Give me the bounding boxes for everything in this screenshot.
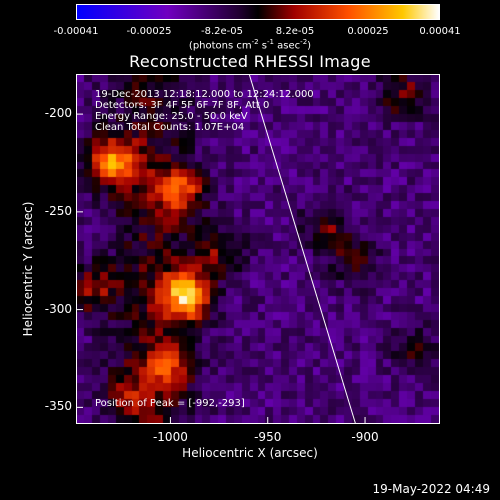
plot-overlay bbox=[77, 75, 366, 423]
colorbar-tick-label: 0.00041 bbox=[419, 26, 461, 37]
colorbar-tick-label: -8.2e-05 bbox=[201, 26, 243, 37]
y-axis-label: Heliocentric Y (arcsec) bbox=[21, 201, 35, 337]
colorbar-tick-label: -0.00041 bbox=[53, 26, 99, 37]
colorbar bbox=[76, 4, 440, 20]
annotation-time-range: 19-Dec-2013 12:18:12.000 to 12:24:12.000 bbox=[95, 89, 314, 100]
colorbar-tick-label: 0.00025 bbox=[347, 26, 389, 37]
x-tick-label: -950 bbox=[254, 430, 282, 444]
y-tick-label: -200 bbox=[44, 106, 72, 121]
solar-limb-line bbox=[248, 75, 356, 423]
colorbar-tick-label: 8.2e-05 bbox=[275, 26, 315, 37]
annotation-counts: Clean Total Counts: 1.07E+04 bbox=[95, 122, 245, 133]
x-tick-label: -1000 bbox=[152, 430, 188, 444]
y-tick-label: -350 bbox=[44, 399, 72, 414]
x-tick-label: -900 bbox=[351, 430, 379, 444]
annotation-energy-range: Energy Range: 25.0 - 50.0 keV bbox=[95, 111, 248, 122]
plot-area bbox=[76, 74, 440, 424]
y-tick-label: -300 bbox=[44, 301, 72, 316]
colorbar-units: (photons cm-2 s-1 asec-2) bbox=[188, 38, 312, 52]
x-axis-label: Heliocentric X (arcsec) bbox=[182, 446, 318, 460]
heatmap-image bbox=[77, 75, 439, 423]
y-tick-label: -250 bbox=[44, 203, 72, 218]
annotation-detectors: Detectors: 3F 4F 5F 6F 7F 8F, Att 0 bbox=[95, 100, 270, 111]
chart-title: Reconstructed RHESSI Image bbox=[129, 52, 371, 71]
colorbar-tick-label: -0.00025 bbox=[126, 26, 172, 37]
timestamp: 19-May-2022 04:49 bbox=[372, 482, 490, 496]
annotation-peak-position: Position of Peak = [-992,-293] bbox=[95, 398, 245, 409]
